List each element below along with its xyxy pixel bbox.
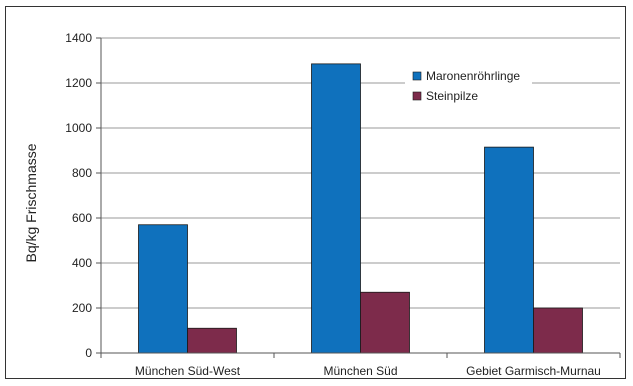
x-category-label: München Süd <box>323 364 397 378</box>
y-tick-label: 1400 <box>65 31 92 45</box>
legend: Maronenröhrlinge Steinpilze <box>405 62 532 106</box>
bar-maronenroehrlinge-1 <box>311 63 361 354</box>
y-tick-label: 400 <box>72 256 92 270</box>
labels: 0 200 400 600 800 1000 1200 1400 München Süd-Wes… <box>65 31 601 378</box>
bar-chart: 0 200 400 600 800 1000 1200 1400 München Süd-Wes… <box>23 31 621 378</box>
y-tick-label: 1200 <box>65 76 92 90</box>
bar-steinpilze-2 <box>533 307 583 354</box>
bar-steinpilze-1 <box>360 291 410 354</box>
legend-swatch-steinpilze <box>412 91 422 101</box>
x-category-label: Gebiet Garmisch-Murnau <box>466 364 601 378</box>
axes <box>96 37 621 358</box>
bars <box>138 63 583 354</box>
x-category-label: München Süd-West <box>135 364 241 378</box>
bar-maronenroehrlinge-2 <box>484 146 534 354</box>
legend-label-steinpilze: Steinpilze <box>426 89 478 103</box>
y-axis-title: Bq/kg Frischmasse <box>23 143 39 262</box>
bar-maronenroehrlinge-0 <box>138 224 188 354</box>
legend-swatch-maronenroehrlinge <box>412 71 422 81</box>
legend-box <box>405 62 532 106</box>
chart-frame: 0 200 400 600 800 1000 1200 1400 München Süd-Wes… <box>5 6 626 379</box>
y-tick-label: 600 <box>72 211 92 225</box>
bar-steinpilze-0 <box>187 327 237 354</box>
legend-label-maronenroehrlinge: Maronenröhrlinge <box>426 69 520 83</box>
y-tick-label: 0 <box>85 346 92 360</box>
y-tick-label: 800 <box>72 166 92 180</box>
y-tick-label: 1000 <box>65 121 92 135</box>
y-tick-label: 200 <box>72 301 92 315</box>
